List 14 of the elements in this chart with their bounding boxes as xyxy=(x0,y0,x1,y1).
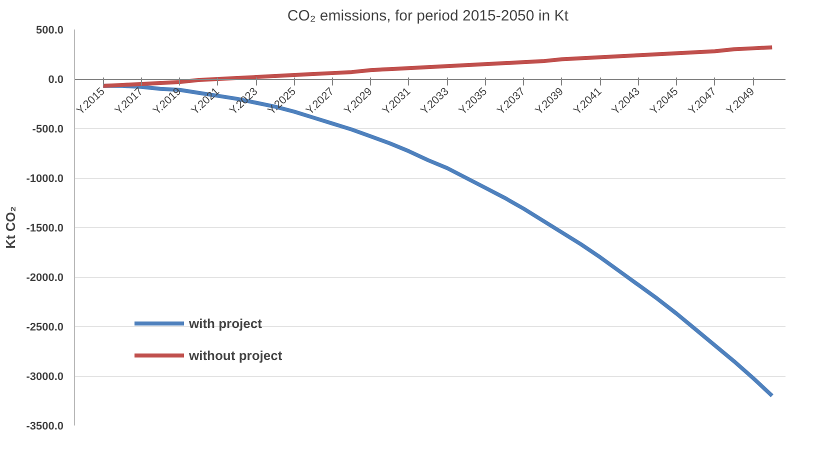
y-tick-label: -2000.0 xyxy=(26,272,64,284)
y-tick-label: -3500.0 xyxy=(26,420,64,432)
line-series xyxy=(101,45,774,88)
y-tick-label: -500.0 xyxy=(32,124,64,136)
y-tick-label: -2500.0 xyxy=(26,322,64,334)
y-tick-label: 500.0 xyxy=(36,24,64,36)
legend-label: with project xyxy=(189,316,262,330)
legend-label: without project xyxy=(189,348,282,362)
chart-title: CO₂ emissions, for period 2015-2050 in Kt xyxy=(287,8,570,24)
y-tick-label: -1500.0 xyxy=(26,222,64,234)
y-tick-label: -1000.0 xyxy=(26,173,64,185)
y-tick-label: 0.0 xyxy=(48,74,64,86)
y-tick-label: -3000.0 xyxy=(26,371,64,383)
y-axis-title: Kt CO₂ xyxy=(3,206,18,249)
